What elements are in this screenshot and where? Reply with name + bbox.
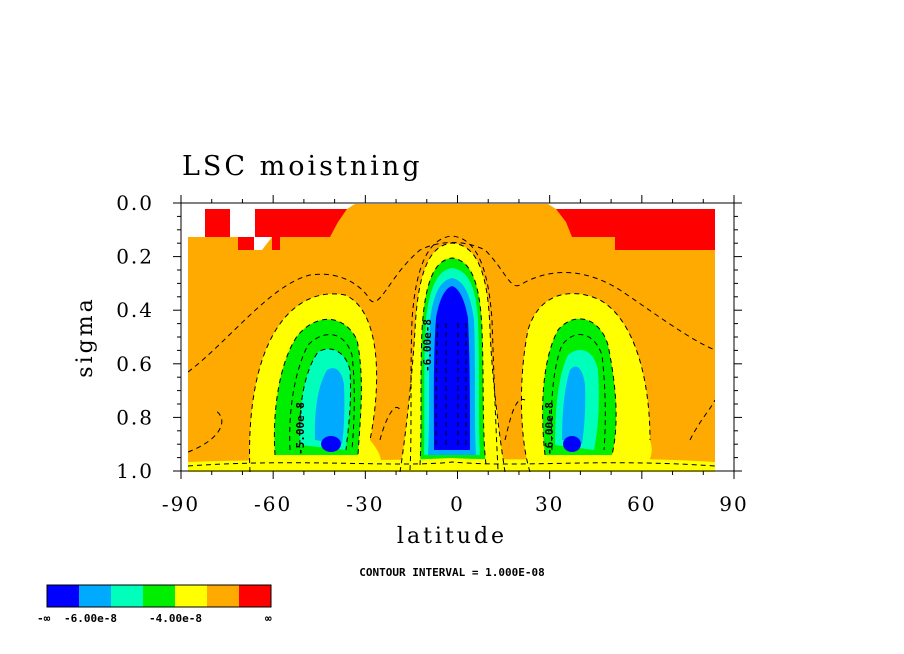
y-tick-label: 0.4 bbox=[116, 298, 154, 322]
colorbar-labels: -∞ -6.00e-8 -4.00e-8 ∞ bbox=[37, 612, 272, 625]
colorbar-label-max: ∞ bbox=[265, 612, 272, 625]
colorbar-swatch bbox=[111, 585, 143, 607]
southern-lobe bbox=[249, 293, 381, 472]
x-tick-label: -30 bbox=[346, 492, 384, 516]
contour-label-south: -5.00e-8 bbox=[294, 402, 307, 455]
colorbar-swatch bbox=[239, 585, 271, 607]
colorbar-label-2: -4.00e-8 bbox=[149, 612, 202, 625]
lower-fill bbox=[188, 458, 715, 472]
y-tick-label: 0.6 bbox=[116, 352, 154, 376]
colorbar-swatch bbox=[47, 585, 79, 607]
colorbar-swatch bbox=[79, 585, 111, 607]
x-axis-tick-labels: -90 -60 -30 0 30 60 90 bbox=[162, 492, 748, 516]
x-tick-label: 30 bbox=[535, 492, 564, 516]
x-tick-label: -90 bbox=[162, 492, 200, 516]
plot-area: -5.00e-8 -6.00e-8 -6.00e-8 bbox=[188, 204, 715, 472]
axis-ticks bbox=[173, 195, 742, 479]
colorbar-label-1: -6.00e-8 bbox=[64, 612, 117, 625]
contour-interval-note: CONTOUR INTERVAL = 1.000E-08 bbox=[359, 566, 544, 579]
contour-labels: -5.00e-8 -6.00e-8 -6.00e-8 bbox=[294, 319, 556, 455]
y-axis-label: sigma bbox=[73, 296, 98, 377]
y-axis-tick-labels: 0.0 0.2 0.4 0.6 0.8 1.0 bbox=[116, 191, 154, 483]
y-tick-label: 0.8 bbox=[116, 405, 154, 429]
x-tick-label: -60 bbox=[254, 492, 292, 516]
x-axis-label: latitude bbox=[397, 524, 507, 549]
contour-label-north: -6.00e-8 bbox=[543, 402, 556, 455]
y-tick-label: 0.0 bbox=[116, 191, 154, 215]
white-sky bbox=[188, 204, 715, 250]
colorbar-swatch bbox=[207, 585, 239, 607]
colorbar-frame bbox=[46, 584, 272, 608]
colorbar-swatch bbox=[175, 585, 207, 607]
colorbar bbox=[46, 584, 272, 608]
chart-title: LSC moistning bbox=[182, 151, 423, 182]
colorbar-label-min: -∞ bbox=[37, 612, 51, 625]
x-tick-label: 90 bbox=[719, 492, 748, 516]
y-tick-label: 0.2 bbox=[116, 245, 154, 269]
colorbar-swatch bbox=[143, 585, 175, 607]
y-tick-label: 1.0 bbox=[116, 459, 154, 483]
contour-lines bbox=[188, 235, 715, 472]
contour-label-equator: -6.00e-8 bbox=[421, 319, 434, 372]
x-tick-label: 60 bbox=[627, 492, 656, 516]
x-tick-label: 0 bbox=[450, 492, 465, 516]
